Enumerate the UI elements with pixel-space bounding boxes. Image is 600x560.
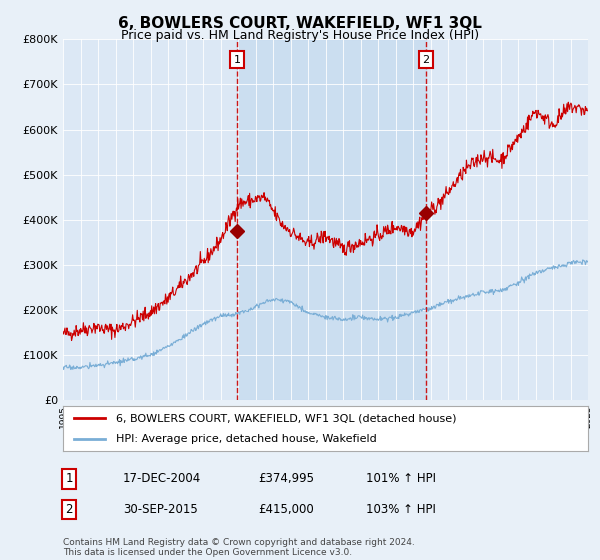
- Text: £415,000: £415,000: [258, 503, 314, 516]
- Text: 1: 1: [65, 472, 73, 486]
- Text: £374,995: £374,995: [258, 472, 314, 486]
- Text: Contains HM Land Registry data © Crown copyright and database right 2024.
This d: Contains HM Land Registry data © Crown c…: [63, 538, 415, 557]
- Text: 6, BOWLERS COURT, WAKEFIELD, WF1 3QL: 6, BOWLERS COURT, WAKEFIELD, WF1 3QL: [118, 16, 482, 31]
- Text: 17-DEC-2004: 17-DEC-2004: [123, 472, 201, 486]
- Text: 1: 1: [234, 54, 241, 64]
- Text: 2: 2: [422, 54, 430, 64]
- Text: Price paid vs. HM Land Registry's House Price Index (HPI): Price paid vs. HM Land Registry's House …: [121, 29, 479, 42]
- Text: 6, BOWLERS COURT, WAKEFIELD, WF1 3QL (detached house): 6, BOWLERS COURT, WAKEFIELD, WF1 3QL (de…: [115, 413, 456, 423]
- Text: HPI: Average price, detached house, Wakefield: HPI: Average price, detached house, Wake…: [115, 433, 376, 444]
- Text: 2: 2: [65, 503, 73, 516]
- Text: 101% ↑ HPI: 101% ↑ HPI: [366, 472, 436, 486]
- Bar: [238, 39, 426, 400]
- Text: 30-SEP-2015: 30-SEP-2015: [123, 503, 198, 516]
- Text: 103% ↑ HPI: 103% ↑ HPI: [366, 503, 436, 516]
